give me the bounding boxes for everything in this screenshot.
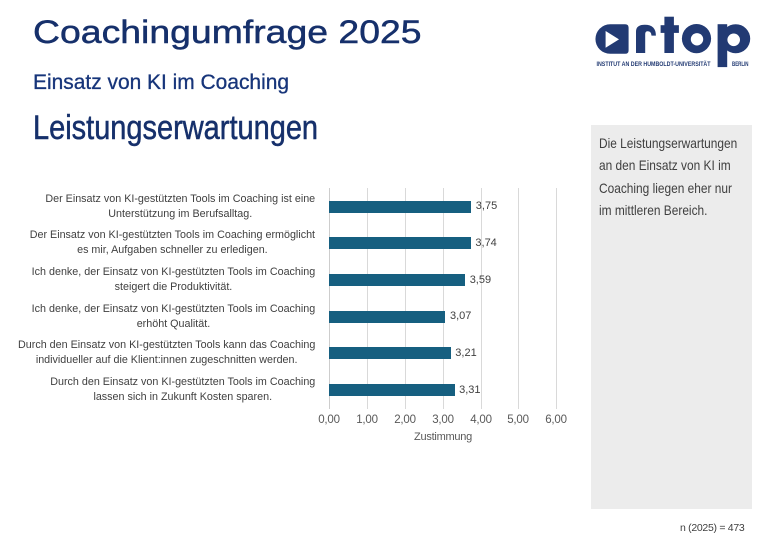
svg-text:BERLIN: BERLIN — [732, 61, 749, 68]
svg-text:INSTITUT AN DER HUMBOLDT-UNIVE: INSTITUT AN DER HUMBOLDT-UNIVERSITÄT — [597, 61, 711, 68]
